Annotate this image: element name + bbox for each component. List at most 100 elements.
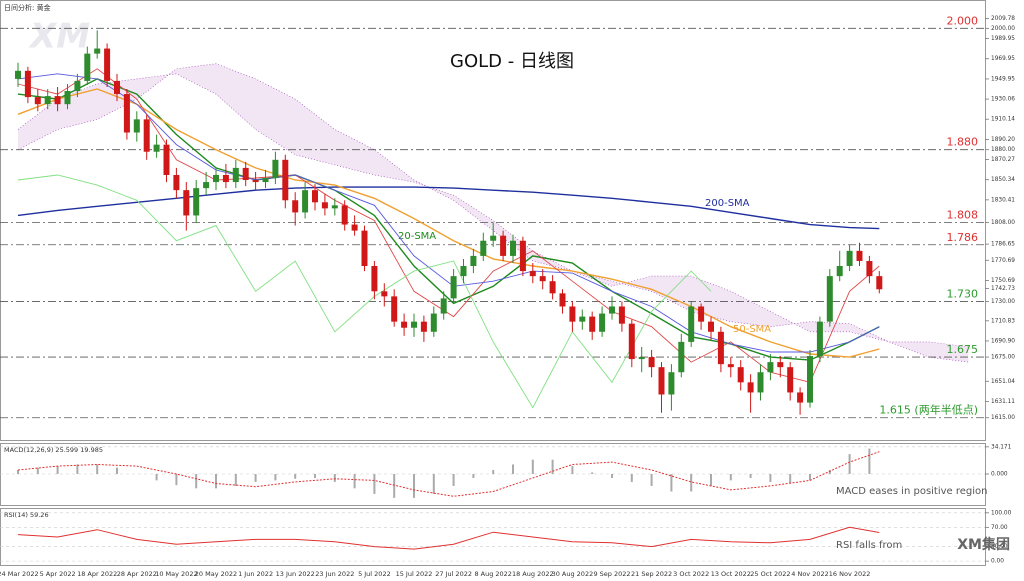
x-tick-label: 18 Apr 2022 bbox=[77, 570, 117, 578]
candle-body bbox=[252, 180, 259, 183]
candle-body bbox=[440, 298, 447, 314]
candle-body bbox=[470, 255, 477, 267]
y-tick-label: 30.00 bbox=[991, 544, 1008, 550]
y-tick-label: 1808.00 bbox=[991, 220, 1015, 226]
level-label: 1.808 bbox=[947, 209, 979, 222]
candle-body bbox=[559, 293, 566, 307]
histogram-bar bbox=[17, 470, 19, 474]
candle-body bbox=[846, 250, 853, 267]
candle-body bbox=[747, 382, 754, 393]
histogram-bar bbox=[710, 474, 712, 486]
histogram-bar bbox=[828, 470, 831, 474]
candle-body bbox=[94, 48, 101, 54]
histogram-bar bbox=[294, 474, 297, 479]
candle-body bbox=[698, 306, 705, 322]
y-tick-label: 1770.69 bbox=[991, 258, 1015, 264]
y-tick-label: 0.00 bbox=[991, 559, 1004, 565]
x-tick-label: 20 May 2022 bbox=[195, 570, 237, 578]
candle-body bbox=[519, 240, 526, 272]
candle-body bbox=[807, 356, 813, 403]
cloud-span-b bbox=[17, 63, 969, 363]
x-tick-label: 9 Sep 2022 bbox=[593, 570, 630, 578]
line-label: 20-SMA bbox=[398, 231, 436, 242]
candle-body bbox=[648, 357, 655, 368]
indicator-line bbox=[17, 68, 880, 383]
candle-body bbox=[74, 80, 81, 92]
x-tick-label: 16 Nov 2022 bbox=[829, 570, 871, 578]
x-tick-label: 15 Jul 2022 bbox=[396, 570, 433, 578]
candle-body bbox=[203, 182, 210, 189]
x-tick-label: 13 Oct 2022 bbox=[711, 570, 751, 578]
x-tick-label: 28 Apr 2022 bbox=[117, 570, 157, 578]
candle-body bbox=[490, 235, 497, 241]
histogram-bar bbox=[195, 474, 198, 489]
candle-body bbox=[856, 250, 863, 261]
candle-body bbox=[312, 190, 318, 203]
histogram-bar bbox=[155, 474, 158, 481]
watermark: XM集团 bbox=[957, 536, 1010, 553]
y-tick-label: 1690.90 bbox=[991, 338, 1015, 344]
histogram-bar bbox=[314, 474, 316, 478]
candle-body bbox=[114, 80, 120, 95]
candle-body bbox=[34, 97, 41, 105]
y-tick-label: 34.171 bbox=[991, 444, 1012, 450]
y-tick-label: 1890.20 bbox=[991, 137, 1015, 143]
x-tick-label: 5 Apr 2022 bbox=[40, 570, 76, 578]
annotation: RSI falls from bbox=[836, 540, 902, 551]
candle-body bbox=[450, 276, 457, 299]
candle-body bbox=[767, 362, 774, 373]
candle-body bbox=[173, 174, 180, 191]
candle-body bbox=[797, 392, 804, 403]
histogram-bar bbox=[512, 464, 514, 474]
x-tick-label: 23 Jun 2022 bbox=[315, 570, 354, 578]
candle-body bbox=[54, 96, 61, 105]
x-tick-label: 3 Oct 2022 bbox=[673, 570, 709, 578]
candle-body bbox=[866, 260, 873, 277]
candle-body bbox=[549, 281, 556, 294]
histogram-bar bbox=[591, 472, 594, 474]
histogram-bar bbox=[274, 474, 277, 481]
candle-body bbox=[84, 53, 91, 81]
candle-body bbox=[876, 276, 883, 290]
histogram-bar bbox=[809, 474, 811, 481]
histogram-bar bbox=[690, 474, 693, 492]
candle-body bbox=[480, 240, 487, 256]
y-tick-label: 1830.41 bbox=[991, 197, 1015, 203]
candle-body bbox=[44, 96, 51, 105]
histogram-bar bbox=[56, 466, 59, 474]
candle-body bbox=[15, 70, 21, 79]
candle-body bbox=[836, 266, 843, 277]
y-tick-label: 1615.00 bbox=[991, 415, 1015, 421]
rsi-line bbox=[17, 526, 880, 550]
histogram-bar bbox=[393, 474, 396, 498]
x-tick-label: 1 Jun 2022 bbox=[238, 570, 273, 578]
panel-title: RSI(14) 59.26 bbox=[4, 511, 49, 519]
y-tick-label: 1880.00 bbox=[991, 147, 1015, 153]
histogram-bar bbox=[630, 474, 633, 482]
candle-body bbox=[401, 321, 408, 328]
histogram-bar bbox=[333, 474, 336, 482]
candle-body bbox=[163, 144, 170, 175]
chart-title: GOLD - 日线图 bbox=[450, 51, 574, 72]
candle-body bbox=[302, 190, 309, 213]
level-label: 2.000 bbox=[947, 14, 979, 27]
histogram-bar bbox=[848, 454, 851, 474]
level-label: 1.880 bbox=[947, 136, 979, 149]
y-tick-label: 1631.11 bbox=[991, 399, 1015, 405]
level-label: 1.730 bbox=[947, 287, 979, 300]
watermark: XM bbox=[28, 17, 90, 57]
candle-body bbox=[658, 367, 665, 395]
histogram-bar bbox=[789, 474, 792, 484]
candle-body bbox=[341, 205, 348, 225]
histogram-bar bbox=[551, 459, 554, 474]
candle-body bbox=[826, 276, 833, 322]
candle-body bbox=[242, 167, 249, 181]
y-tick-label: 1870.27 bbox=[991, 157, 1015, 163]
y-tick-label: 1989.95 bbox=[991, 36, 1015, 42]
x-tick-label: 8 Aug 2022 bbox=[474, 570, 512, 578]
candle-body bbox=[599, 313, 606, 332]
candle-body bbox=[262, 178, 269, 183]
x-tick-label: 24 Mar 2022 bbox=[0, 570, 39, 578]
y-tick-label: 1949.95 bbox=[991, 76, 1015, 82]
